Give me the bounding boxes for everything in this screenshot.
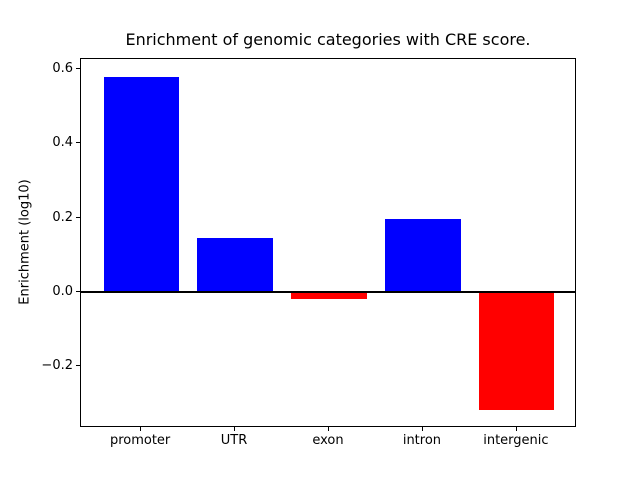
x-tick-intron: [421, 427, 423, 431]
bar-UTR: [197, 237, 273, 292]
y-tick-0.6: [76, 68, 80, 70]
bar-intron: [385, 219, 461, 292]
y-tick-label-−0.2: −0.2: [41, 357, 73, 373]
y-tick-label-0.6: 0.6: [52, 61, 73, 77]
y-tick-0.4: [76, 142, 80, 144]
y-tick-label-0.4: 0.4: [52, 135, 73, 151]
y-axis-label: Enrichment (log10): [17, 179, 33, 305]
y-tick-label-0.0: 0.0: [52, 283, 73, 299]
x-tick-exon: [328, 427, 329, 431]
y-tick-0.0: [76, 290, 80, 292]
x-tick-label-intergenic: intergenic: [483, 433, 549, 448]
bar-exon: [291, 291, 367, 300]
plot-area: [80, 58, 576, 427]
bar-intergenic: [479, 291, 555, 411]
x-tick-UTR: [234, 427, 236, 431]
y-tick-−0.2: [76, 364, 80, 366]
zero-line: [81, 290, 575, 293]
x-tick-intergenic: [515, 427, 517, 431]
x-tick-label-UTR: UTR: [220, 433, 248, 448]
y-tick-label-0.2: 0.2: [52, 209, 73, 225]
bar-promoter: [103, 76, 179, 292]
x-tick-label-promoter: promoter: [109, 433, 171, 448]
x-tick-promoter: [140, 427, 142, 431]
chart-title: Enrichment of genomic categories with CR…: [125, 30, 531, 49]
x-tick-label-exon: exon: [312, 433, 344, 448]
y-tick-0.2: [76, 216, 80, 218]
x-tick-label-intron: intron: [402, 433, 442, 448]
